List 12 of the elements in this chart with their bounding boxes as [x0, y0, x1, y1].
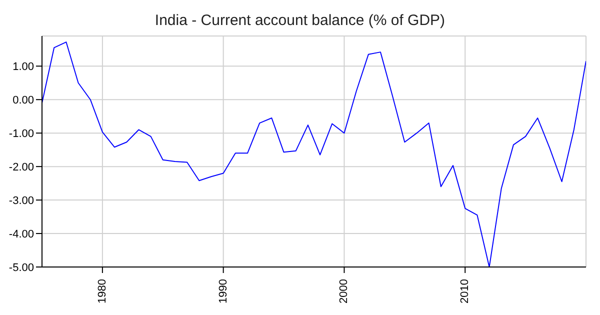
- y-tick-label: -5.00: [8, 262, 34, 274]
- x-tick-label: 1990: [217, 279, 230, 304]
- y-tick-label: -4.00: [8, 228, 34, 240]
- x-tick-label: 2000: [338, 279, 350, 304]
- x-tick-label: 1980: [96, 279, 108, 304]
- y-tick-label: -3.00: [8, 194, 34, 207]
- y-tick-label: -2.00: [8, 161, 34, 174]
- x-tick-label: 2010: [459, 279, 472, 304]
- y-tick-label: 1.00: [12, 61, 34, 74]
- y-tick-label: -1.00: [8, 128, 34, 140]
- y-tick-label: 0.00: [12, 94, 34, 107]
- chart-title: India - Current account balance (% of GDP): [154, 11, 446, 31]
